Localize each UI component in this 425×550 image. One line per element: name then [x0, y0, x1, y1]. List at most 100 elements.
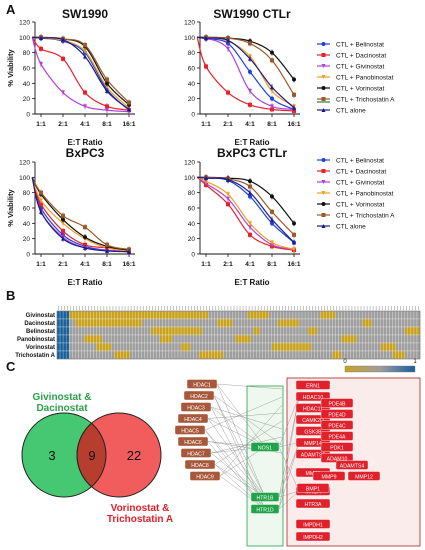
- heatmap-cell: [87, 350, 91, 360]
- heatmap-cell: [186, 350, 191, 360]
- heatmap-cell: [208, 342, 212, 352]
- heatmap-cell: [371, 334, 375, 344]
- heatmap-cell: [189, 326, 194, 336]
- heatmap-cell: [138, 310, 142, 320]
- heatmap-cell: [356, 334, 360, 344]
- network-edge: [278, 442, 300, 510]
- data-point: [83, 90, 87, 95]
- heatmap-cell: [99, 318, 103, 328]
- data-point: [204, 179, 208, 184]
- heatmap-cell: [68, 350, 73, 360]
- heatmap-cell: [304, 310, 309, 320]
- heatmap-cell: [256, 342, 260, 352]
- heatmap-cell: [398, 334, 403, 344]
- heatmap-cell: [108, 334, 112, 344]
- heatmap-cell: [407, 310, 412, 320]
- data-point: [61, 217, 65, 222]
- heatmap-cell: [268, 342, 272, 352]
- heatmap-cell: [153, 318, 158, 328]
- heatmap-cell: [304, 342, 309, 352]
- heatmap-cell: [56, 326, 61, 336]
- heatmap-cell: [304, 350, 309, 360]
- heatmap-cell: [265, 350, 269, 360]
- heatmap-cell: [59, 326, 64, 336]
- y-tick-label: 20: [188, 236, 196, 243]
- heatmap-cell: [271, 342, 275, 352]
- heatmap-cell: [298, 318, 303, 328]
- heatmap-cell: [317, 342, 321, 352]
- data-point: [321, 213, 326, 217]
- heatmap-cell: [171, 350, 176, 360]
- heatmap-cell: [132, 350, 136, 360]
- chart-title: BxPC3 CTLr: [217, 146, 287, 160]
- series-line: [32, 36, 130, 110]
- network-edge: [216, 383, 266, 498]
- heatmap-cell: [359, 326, 363, 336]
- heatmap-cell: [323, 342, 327, 352]
- heatmap-cell: [335, 310, 339, 320]
- heatmap-cell: [174, 342, 179, 352]
- heatmap-cell: [162, 318, 167, 328]
- heatmap-cell: [386, 318, 390, 328]
- data-point: [248, 194, 252, 199]
- x-tick-label: 1:1: [201, 261, 211, 268]
- heatmap-cell: [75, 326, 79, 336]
- heatmap-cell: [196, 334, 200, 344]
- heatmap-cell: [401, 326, 406, 336]
- heatmap-cell: [383, 350, 387, 360]
- heatmap-cell: [114, 334, 118, 344]
- heatmap-cell: [108, 342, 112, 352]
- heatmap-cell: [59, 350, 64, 360]
- series-line: [196, 176, 295, 251]
- heatmap-cell: [96, 318, 100, 328]
- heatmap-cell: [180, 334, 185, 344]
- heatmap-cell: [371, 350, 375, 360]
- heatmap-cell: [389, 326, 393, 336]
- heatmap-cell: [165, 350, 170, 360]
- heatmap-cell: [353, 342, 357, 352]
- heatmap-cell: [180, 342, 185, 352]
- heatmap-cell: [247, 326, 251, 336]
- heatmap-cell: [177, 318, 182, 328]
- network-edge: [216, 383, 266, 448]
- heatmap-cell: [286, 318, 291, 328]
- heatmap-cell: [374, 310, 378, 320]
- y-tick-label: 0: [26, 112, 30, 119]
- heatmap-cell: [317, 310, 321, 320]
- network-edge: [204, 396, 283, 431]
- heatmap-cell: [362, 310, 366, 320]
- heatmap-cell: [377, 342, 381, 352]
- heatmap-cell: [320, 350, 324, 360]
- heatmap-cell: [395, 350, 399, 360]
- heatmap-cell: [250, 334, 254, 344]
- heatmap-cell: [180, 326, 185, 336]
- heatmap-cell: [171, 342, 176, 352]
- heatmap-cell: [395, 326, 399, 336]
- heatmap-cell: [150, 334, 154, 344]
- middle-group-box: [246, 385, 284, 547]
- heatmap-cell: [165, 334, 170, 344]
- legend-label: CTL + Vorinostat: [336, 86, 385, 93]
- chart-bxpc3: BxPC3 0 20 40 60 80 100 120 1:1 2:1 4:1 8:1 16:1 E:T …: [6, 146, 136, 287]
- heatmap-cell: [250, 318, 254, 328]
- heatmap-cell: [117, 342, 121, 352]
- hdac-node: [174, 425, 206, 435]
- heatmap-cell: [241, 318, 245, 328]
- heatmap-cell: [317, 334, 321, 344]
- heatmap-cell: [56, 350, 61, 360]
- heatmap-cell: [416, 326, 421, 336]
- heatmap-cell: [193, 342, 197, 352]
- heatmap-cell: [177, 342, 182, 352]
- data-point: [248, 89, 252, 93]
- heatmap-cell: [380, 342, 384, 352]
- data-point: [270, 85, 274, 90]
- heatmap-cell: [238, 334, 242, 344]
- heatmap-cell: [401, 310, 406, 320]
- heatmap-cell: [244, 342, 248, 352]
- heatmap-cell: [374, 318, 378, 328]
- right-node-label: HDAC11: [303, 406, 323, 412]
- network-edge: [278, 442, 300, 498]
- heatmap-cell: [111, 318, 115, 328]
- heatmap-cell: [183, 350, 188, 360]
- heatmap-cell: [262, 350, 266, 360]
